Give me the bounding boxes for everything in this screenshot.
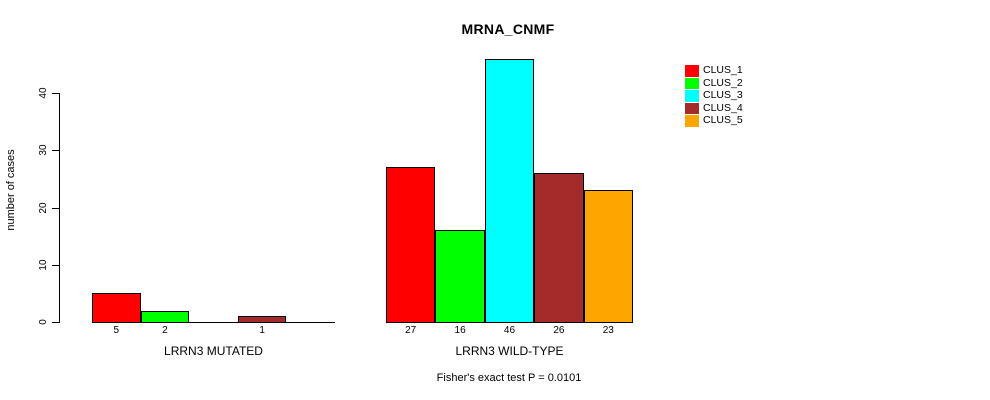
bar-clus_5	[583, 190, 633, 323]
y-tick	[52, 150, 59, 152]
legend-label-clus_4: CLUS_4	[703, 101, 743, 114]
bar-value-label: 23	[602, 325, 614, 336]
legend-label-clus_5: CLUS_5	[703, 114, 743, 127]
y-tick	[52, 264, 59, 266]
legend-label-clus_1: CLUS_1	[703, 64, 743, 76]
y-tick-label: 0	[38, 319, 49, 325]
y-axis-line	[59, 93, 60, 323]
bar-value-label: 26	[553, 325, 565, 336]
bar-clus_2	[140, 311, 190, 323]
y-tick	[52, 207, 59, 209]
y-tick	[52, 322, 59, 323]
bar-value-label: 2	[162, 325, 168, 336]
bar-value-label: 27	[405, 325, 417, 336]
y-tick-label: 20	[38, 201, 49, 214]
y-tick	[52, 93, 59, 94]
bar-clus_1	[386, 167, 436, 323]
bar-clus_1	[92, 293, 141, 323]
x-baseline	[92, 322, 335, 323]
y-tick-label: 30	[38, 144, 49, 156]
legend-label-clus_2: CLUS_2	[703, 76, 743, 89]
legend-swatch-clus_5	[685, 115, 699, 127]
bar-clus_4	[534, 173, 584, 323]
bar-value-label: 46	[503, 325, 516, 336]
bar-clus_2	[435, 230, 485, 323]
y-tick-label: 40	[38, 87, 49, 99]
x-group-label: LRRN3 WILD-TYPE	[455, 344, 564, 358]
x-group-label: LRRN3 MUTATED	[164, 344, 263, 358]
bar-value-label: 16	[454, 325, 466, 336]
bar-clus_3	[484, 59, 535, 323]
chart-title: MRNA_CNMF	[461, 21, 555, 37]
fisher-test-annotation: Fisher's exact test P = 0.0101	[436, 372, 582, 384]
legend-swatch-clus_4	[685, 102, 699, 115]
y-tick-label: 10	[38, 259, 49, 271]
legend-swatch-clus_3	[685, 90, 699, 102]
bar-value-label: 1	[259, 325, 265, 336]
bar-value-label: 5	[113, 325, 120, 336]
legend-label-clus_3: CLUS_3	[703, 89, 743, 102]
bar-clus_4	[237, 316, 287, 323]
legend-swatch-clus_1	[685, 65, 699, 77]
legend-swatch-clus_2	[685, 77, 699, 90]
